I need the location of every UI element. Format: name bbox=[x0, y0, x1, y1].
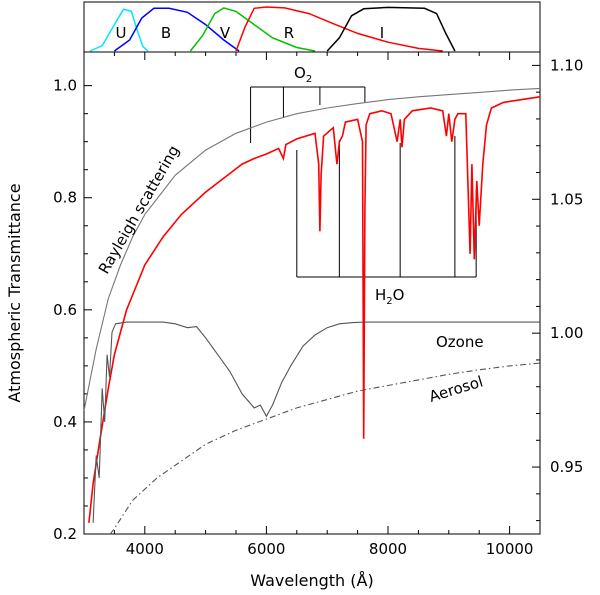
x-tick-label: 6000 bbox=[247, 540, 285, 558]
h2o-label: H2O bbox=[375, 286, 404, 307]
y-tick-label: 0.2 bbox=[53, 525, 77, 543]
y-axis-label: Atmospheric Transmittance bbox=[5, 183, 24, 402]
h2o-label-sub: 2 bbox=[386, 296, 392, 307]
y-tick-label: 0.6 bbox=[53, 301, 77, 319]
filter-label-v: V bbox=[220, 24, 231, 42]
y2-tick-label: 1.05 bbox=[550, 190, 583, 208]
filter-curves bbox=[89, 6, 456, 52]
series-aerosol bbox=[109, 362, 540, 534]
series-lines bbox=[84, 87, 540, 534]
x-tick-label: 4000 bbox=[126, 540, 164, 558]
filter-label-r: R bbox=[284, 24, 294, 42]
aerosol-label: Aerosol bbox=[427, 372, 485, 405]
y-axis-right: 0.95 1.00 1.05 1.10 bbox=[532, 56, 583, 522]
filter-curve-v bbox=[189, 7, 316, 52]
filter-curve-b bbox=[113, 7, 240, 52]
o2-label: O2 bbox=[294, 64, 312, 85]
y-tick-label: 0.4 bbox=[53, 413, 77, 431]
series-rayleigh-scattering bbox=[84, 87, 540, 411]
x-tick-label: 8000 bbox=[369, 540, 407, 558]
ozone-label: Ozone bbox=[436, 333, 484, 351]
y2-tick-label: 1.00 bbox=[550, 324, 583, 342]
x-axis: 4000 6000 8000 10000 bbox=[83, 52, 541, 558]
x-tick-label: 10000 bbox=[486, 540, 534, 558]
filter-curve-r bbox=[235, 6, 443, 52]
rayleigh-label: Rayleigh scattering bbox=[95, 142, 183, 277]
series-atmospheric-transmittance bbox=[88, 96, 540, 523]
filter-label-i: I bbox=[380, 24, 384, 42]
series-ozone bbox=[92, 321, 540, 523]
filter-curve-u bbox=[89, 8, 149, 52]
main-plot: 4000 6000 8000 10000 0.2 0.4 0.6 0.8 1.0 0.95 1.… bbox=[5, 51, 583, 590]
filter-label-b: B bbox=[161, 24, 171, 42]
h2o-label-h: H bbox=[375, 286, 386, 304]
x-axis-label: Wavelength (Å) bbox=[250, 571, 373, 590]
filter-curve-i bbox=[326, 6, 456, 52]
plot-frame bbox=[83, 51, 541, 535]
y2-tick-label: 0.95 bbox=[550, 458, 583, 476]
o2-label-sub: 2 bbox=[306, 74, 312, 85]
y-tick-label: 0.8 bbox=[53, 189, 77, 207]
y-tick-label: 1.0 bbox=[53, 77, 77, 95]
y-axis-left: 0.2 0.4 0.6 0.8 1.0 bbox=[53, 77, 92, 543]
h2o-label-o: O bbox=[393, 286, 405, 304]
y2-tick-label: 1.10 bbox=[550, 56, 583, 74]
o2-label-o: O bbox=[294, 64, 306, 82]
filter-label-u: U bbox=[116, 24, 127, 42]
filter-panel: U B V R I bbox=[83, 1, 541, 53]
